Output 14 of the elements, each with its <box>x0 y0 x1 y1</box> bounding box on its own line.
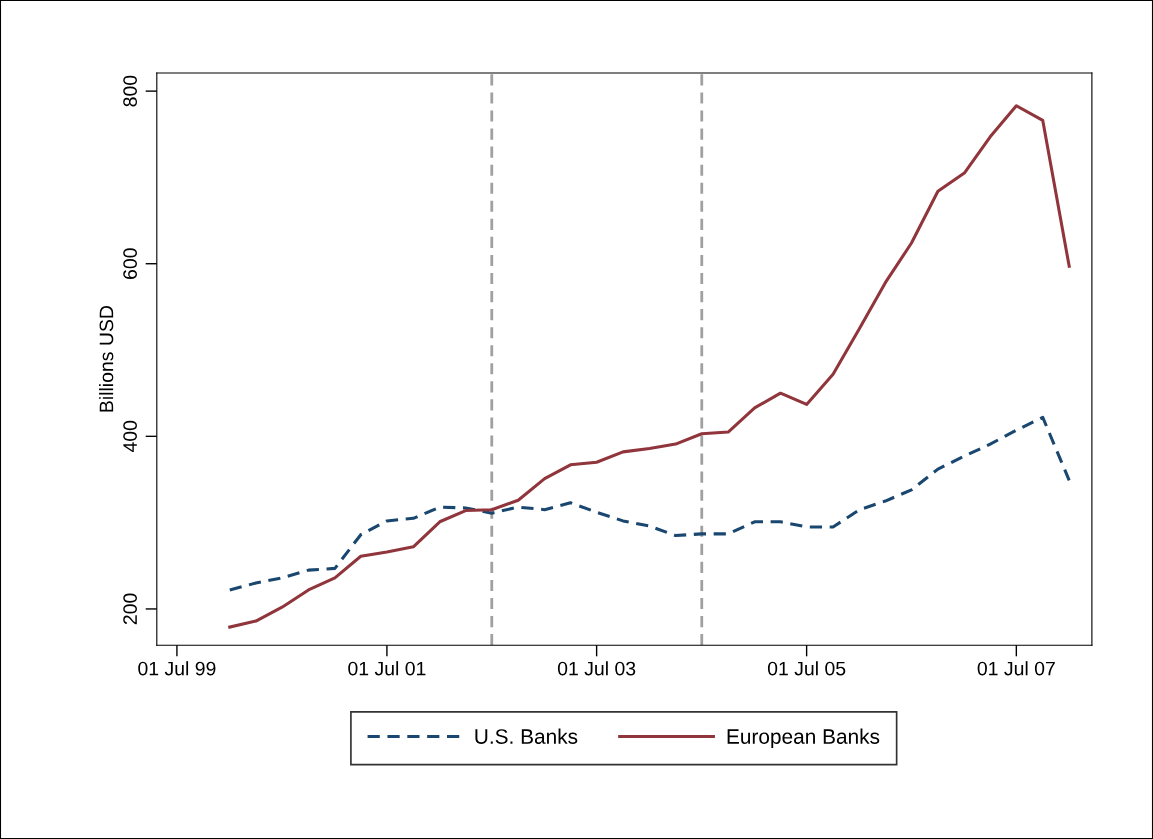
line-series <box>228 415 1071 592</box>
x-tick-label: 01 Jul 01 <box>348 661 426 676</box>
line-series <box>228 104 1071 629</box>
legend-label: European Banks <box>727 728 880 749</box>
legend-label: U.S. Banks <box>475 728 578 744</box>
y-tick-label: 400 <box>123 420 137 453</box>
x-tick-label: 01 Jul 05 <box>767 661 846 676</box>
x-tick-label: 01 Jul 99 <box>138 661 216 676</box>
y-tick-label: 600 <box>123 248 137 279</box>
x-tick-label: 01 Jul 03 <box>557 661 636 676</box>
x-tick-label: 01 Jul 07 <box>977 661 1055 676</box>
y-tick-label: 800 <box>123 75 137 107</box>
y-tick-label: 200 <box>123 593 137 625</box>
y-axis-title: Billions USD <box>99 305 114 412</box>
